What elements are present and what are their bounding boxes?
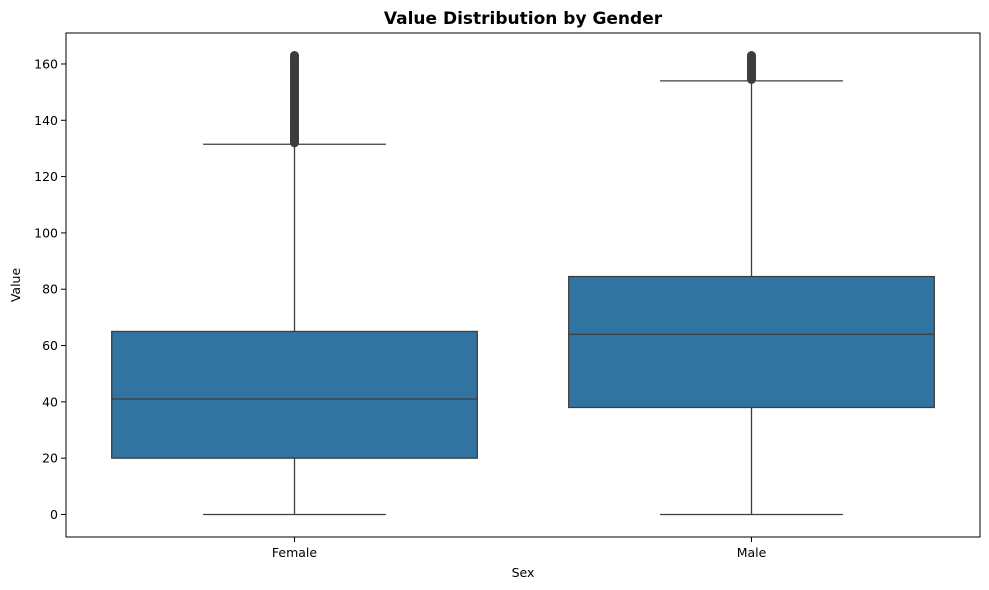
boxes bbox=[111, 51, 935, 516]
outlier-point bbox=[289, 51, 299, 61]
y-tick-label: 60 bbox=[42, 338, 58, 353]
box-male bbox=[568, 51, 935, 516]
y-tick-label: 100 bbox=[34, 225, 58, 240]
y-tick-label: 0 bbox=[50, 507, 58, 522]
x-tick-label: Female bbox=[272, 545, 318, 560]
y-tick-label: 40 bbox=[42, 394, 58, 409]
y-tick-label: 80 bbox=[42, 282, 58, 297]
outlier-point bbox=[746, 51, 756, 61]
y-tick-label: 120 bbox=[34, 169, 58, 184]
outliers bbox=[289, 51, 299, 148]
iqr-box bbox=[111, 330, 478, 459]
y-tick-label: 20 bbox=[42, 451, 58, 466]
y-tick-label: 160 bbox=[34, 56, 58, 71]
y-axis-label: Value bbox=[8, 268, 23, 303]
x-axis-label: Sex bbox=[512, 565, 535, 580]
chart-title: Value Distribution by Gender bbox=[384, 9, 663, 29]
box-female bbox=[111, 51, 478, 516]
plot-area bbox=[65, 32, 981, 538]
x-tick-label: Male bbox=[737, 545, 767, 560]
y-axis: 0 20 40 60 80 100 120 140 160 bbox=[34, 56, 66, 522]
y-tick-label: 140 bbox=[34, 113, 58, 128]
iqr-box bbox=[568, 275, 935, 409]
outliers bbox=[746, 51, 756, 84]
x-axis: Female Male bbox=[272, 537, 767, 560]
